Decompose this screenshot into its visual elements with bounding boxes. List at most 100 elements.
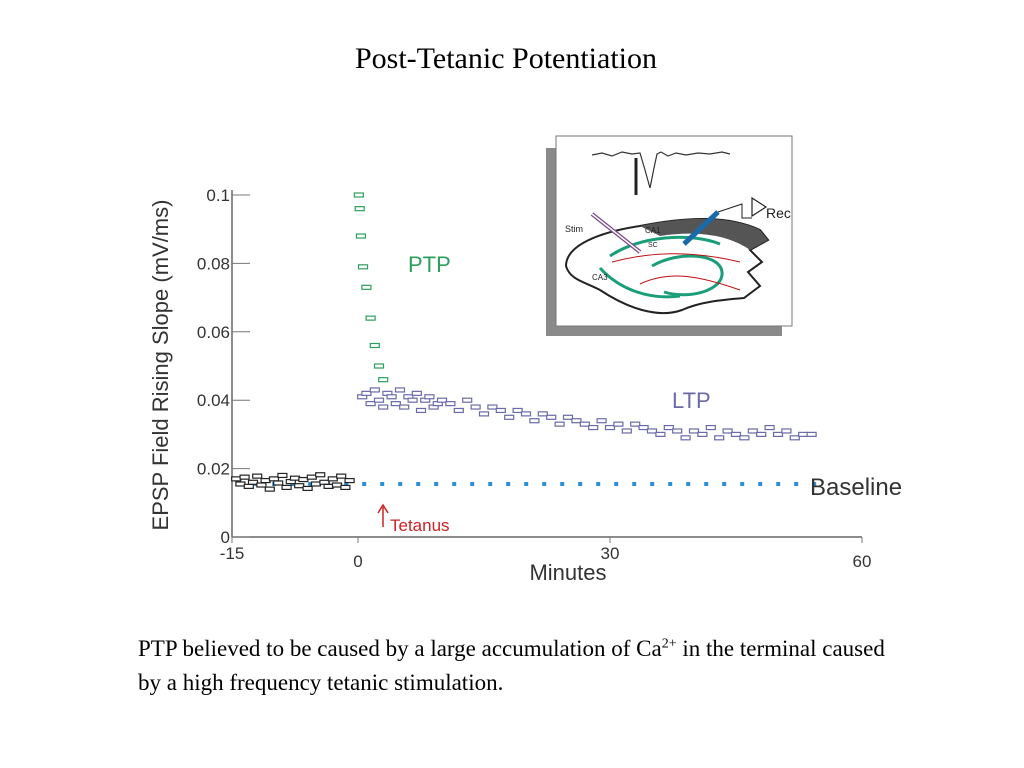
inset-label-sc: SC (648, 242, 658, 249)
ltp-point (487, 404, 498, 410)
ca3-layer (598, 266, 681, 299)
ltp-point (407, 397, 418, 403)
ltp-point (546, 414, 557, 420)
baseline-point (302, 485, 313, 492)
ltp-point (588, 424, 599, 431)
hippocampal-slice (564, 217, 770, 314)
baseline-point (315, 472, 326, 478)
schaffer-collaterals (611, 253, 741, 263)
baseline-point (289, 475, 301, 481)
y-tick-label: 0.08 (197, 254, 230, 273)
ltp-point (504, 414, 515, 420)
ltp-point (390, 401, 401, 407)
y-tick-label: 0.04 (197, 391, 230, 410)
tetanus-label: Tetanus (390, 516, 450, 535)
hippocampus-inset: Stim CA1 SC CA3 Rec (546, 135, 793, 336)
baseline-label: Baseline (810, 474, 902, 501)
ltp-point (613, 421, 624, 427)
ltp-point (646, 428, 658, 434)
baseline-point (252, 473, 263, 479)
ltp-point (579, 421, 590, 427)
baseline-point (323, 483, 334, 489)
x-axis-label: Minutes (529, 560, 606, 585)
ltp-point (663, 424, 674, 431)
baseline-point (336, 473, 347, 479)
ltp-point (369, 387, 380, 393)
ptp-point (357, 264, 369, 270)
baseline-point (239, 474, 250, 480)
ltp-point (638, 424, 649, 431)
ltp-point (478, 411, 490, 417)
ptp-point (354, 206, 365, 212)
ltp-point (714, 435, 725, 441)
baseline-point (281, 484, 292, 491)
ltp-point (453, 407, 464, 414)
ltp-point (747, 428, 758, 434)
ltp-point (415, 407, 427, 414)
ltp-point (672, 428, 683, 434)
baseline-point (344, 477, 355, 484)
ptp-point (353, 192, 364, 198)
ltp-label: LTP (672, 388, 711, 413)
ltp-point (554, 421, 565, 427)
ltp-point (470, 404, 481, 410)
x-tick-label: 30 (601, 544, 620, 563)
ltp-point (764, 424, 775, 431)
y-axis-label: EPSP Field Rising Slope (mV/ms) (148, 200, 173, 531)
baseline-point (256, 482, 267, 488)
ltp-point (621, 428, 632, 434)
ltp-point (495, 407, 506, 414)
ltp-point (365, 401, 376, 407)
y-ticks: 0 0.02 0.04 0.06 0.08 0.1 (197, 186, 250, 547)
ltp-point (537, 411, 548, 417)
ltp-point (705, 424, 716, 431)
y-tick-label: 0.02 (197, 460, 230, 479)
baseline-point (298, 476, 309, 483)
ltp-point (529, 418, 540, 424)
ltp-point (378, 404, 389, 410)
ptp-label: PTP (408, 252, 451, 277)
ltp-point (571, 418, 582, 424)
data-points (231, 192, 817, 492)
y-tick-label: 0.06 (197, 323, 230, 342)
ltp-point (739, 435, 750, 441)
baseline-point (310, 481, 322, 487)
ltp-point (445, 401, 456, 407)
inset-label-rec: Rec (766, 205, 791, 221)
ca1-layer (609, 235, 721, 258)
ptp-point (369, 342, 380, 349)
baseline-point (260, 477, 271, 484)
amplifier-icon (751, 196, 768, 218)
ltp-point (424, 394, 435, 400)
alveus-band (640, 218, 768, 250)
baseline-point (277, 472, 288, 479)
ltp-point (512, 407, 523, 414)
ltp-point (411, 390, 422, 396)
ltp-point (781, 428, 792, 434)
y-tick-label: 0 (221, 528, 230, 547)
baseline-point (268, 476, 280, 482)
ltp-point (399, 404, 410, 410)
dentate-gyrus (651, 254, 724, 297)
ltp-point (655, 431, 666, 437)
y-tick-label: 0.1 (206, 186, 230, 205)
x-ticks: -15 0 30 60 (220, 537, 871, 571)
ltp-point (596, 418, 607, 424)
ptp-point (365, 315, 376, 321)
ltp-point (394, 387, 406, 393)
ltp-point (373, 397, 385, 403)
ltp-point (798, 431, 809, 437)
baseline-point (327, 476, 338, 482)
baseline-point (319, 479, 330, 485)
inset-label-ca1: CA1 (645, 226, 661, 235)
baseline-point (273, 480, 284, 486)
ltp-point (697, 431, 708, 437)
ltp-point (436, 397, 448, 403)
ltp-point (386, 394, 397, 400)
baseline-point (231, 476, 242, 482)
tetanus-arrow-icon (377, 503, 389, 527)
mossy-fibers (639, 275, 741, 291)
ptp-point (361, 284, 372, 290)
caption: PTP believed to be caused by a large acc… (138, 632, 898, 700)
